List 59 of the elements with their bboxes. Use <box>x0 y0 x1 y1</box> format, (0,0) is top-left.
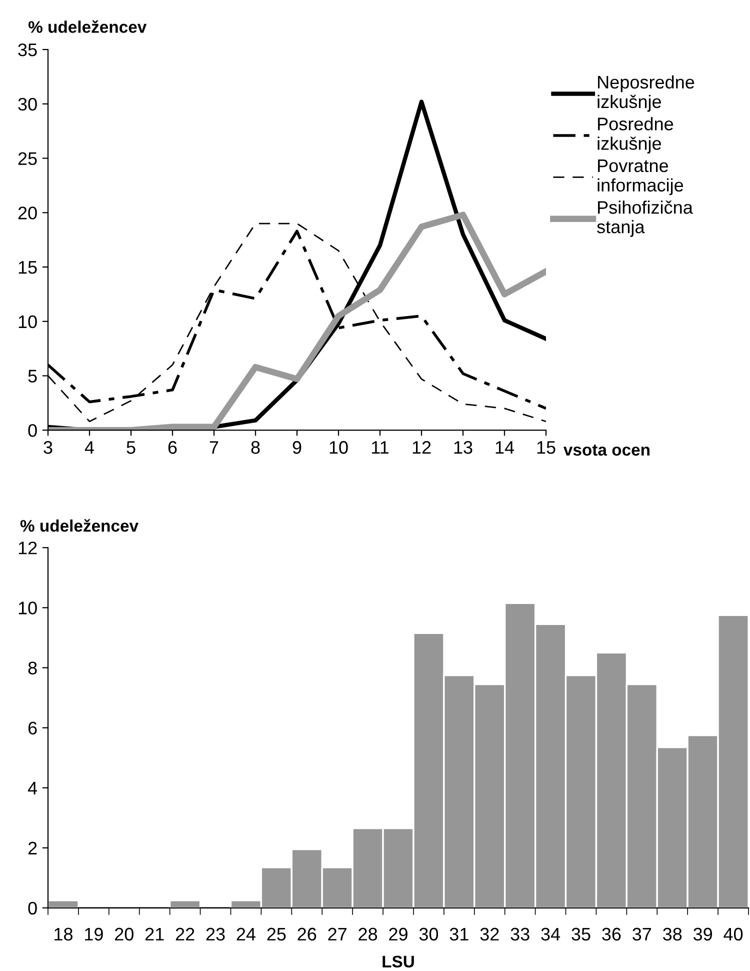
legend-label: Povratne informacije <box>598 160 684 196</box>
x-tick-label: 37 <box>632 928 652 941</box>
x-tick-label: 15 <box>537 441 556 454</box>
x-tick-label: 12 <box>412 441 431 454</box>
y-tick-label: 0 <box>28 902 37 915</box>
y-tick-label: 35 <box>18 43 37 56</box>
y-tick-label: 6 <box>28 722 37 734</box>
x-tick-label: 10 <box>330 441 348 454</box>
y-tick-label: 4 <box>28 782 38 794</box>
x-tick-label: 26 <box>298 928 316 941</box>
x-tick-label: 38 <box>663 928 682 941</box>
x-tick-label: 9 <box>292 441 302 454</box>
x-tick-label: 35 <box>572 928 590 941</box>
y-tick-label: 25 <box>18 152 37 165</box>
y-axis-title: % udeležencev <box>28 20 147 33</box>
x-tick-label: 31 <box>450 928 468 941</box>
x-tick-label: 13 <box>454 441 472 454</box>
x-tick-label: 39 <box>693 928 712 941</box>
y-tick-label: 5 <box>28 370 37 382</box>
x-tick-label: 4 <box>84 441 94 454</box>
y-tick-label: 15 <box>18 261 37 274</box>
y-tick-label: 0 <box>28 424 37 437</box>
x-tick-label: 40 <box>724 928 743 941</box>
x-tick-label: 23 <box>206 928 225 941</box>
x-tick-label: 36 <box>602 928 621 941</box>
y-tick-label: 20 <box>18 206 37 220</box>
x-tick-label: 33 <box>510 928 530 941</box>
x-tick-label: 27 <box>328 928 346 940</box>
x-tick-label: 11 <box>372 441 388 454</box>
x-tick-label: 34 <box>541 928 560 941</box>
x-tick-label: 6 <box>168 441 177 454</box>
legend-label: Psihofizična stanja <box>597 200 693 237</box>
legend-label: Posredne izkušnje <box>598 117 674 154</box>
x-tick-label: 20 <box>115 928 134 941</box>
x-tick-label: 24 <box>236 928 256 940</box>
y-tick-label: 12 <box>18 542 37 554</box>
y-tick-label: 10 <box>18 602 37 614</box>
x-tick-label: 22 <box>176 928 194 940</box>
x-tick-label: 32 <box>480 928 499 941</box>
x-axis-title: vsota ocen <box>563 444 650 456</box>
x-tick-label: 30 <box>419 928 438 941</box>
x-axis-title: LSU <box>382 956 414 968</box>
x-tick-label: 7 <box>210 441 218 454</box>
legend-label: Neposredne izkušnje <box>598 75 694 112</box>
y-axis-title: % udeležencev <box>20 519 138 532</box>
x-tick-label: 25 <box>267 928 286 941</box>
y-tick-label: 8 <box>28 662 37 674</box>
x-tick-label: 3 <box>44 441 52 454</box>
x-tick-label: 28 <box>358 928 378 941</box>
y-tick-label: 2 <box>28 842 37 854</box>
x-tick-label: 18 <box>54 928 72 941</box>
x-tick-label: 5 <box>126 441 136 454</box>
y-tick-label: 10 <box>18 315 37 328</box>
x-tick-label: 19 <box>85 928 103 941</box>
x-tick-label: 14 <box>496 441 514 454</box>
x-tick-label: 29 <box>389 928 408 941</box>
y-tick-label: 30 <box>18 98 37 111</box>
x-tick-label: 8 <box>251 441 260 454</box>
x-tick-label: 21 <box>145 928 164 940</box>
